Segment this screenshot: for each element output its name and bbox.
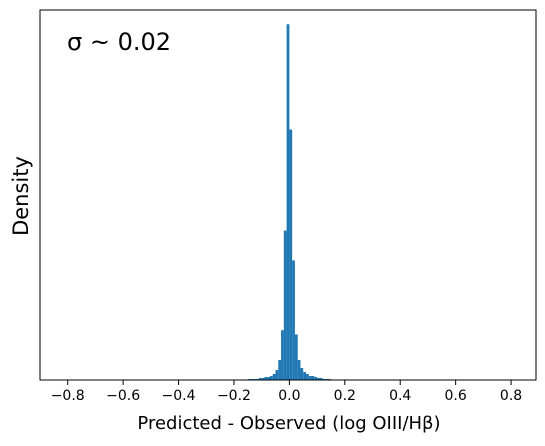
bar [275, 370, 279, 380]
bar [317, 378, 320, 380]
bar [303, 372, 307, 380]
bar [283, 230, 287, 380]
x-tick-label: 0.6 [445, 388, 467, 404]
bar [292, 260, 295, 380]
bar [297, 360, 301, 380]
bar [306, 374, 309, 380]
y-axis-label: Density [9, 156, 33, 236]
bar [319, 378, 323, 380]
bar [269, 376, 273, 380]
x-tick-label: 0.4 [389, 388, 411, 404]
bar [272, 374, 276, 380]
annotation: σ ~ 0.02 [67, 28, 171, 56]
bar [311, 376, 315, 380]
x-tick-label: −0.6 [106, 388, 140, 404]
bar [294, 334, 298, 380]
bar [261, 378, 265, 380]
bar [289, 129, 293, 380]
bar [308, 376, 312, 380]
bar [264, 377, 268, 380]
bar [281, 330, 284, 380]
bar [300, 368, 304, 380]
x-tick-label: 0.2 [334, 388, 356, 404]
bar [314, 377, 318, 380]
x-tick-label: −0.8 [51, 388, 85, 404]
x-axis-label: Predicted - Observed (log OIII/Hβ) [137, 413, 440, 434]
x-tick-label: −0.4 [162, 388, 196, 404]
plot-frame [39, 9, 537, 381]
x-tick-label: 0.0 [278, 388, 300, 404]
x-tick-label: 0.8 [500, 388, 522, 404]
x-tick-label: −0.2 [217, 388, 251, 404]
bar [267, 377, 270, 380]
bar [258, 378, 262, 380]
bar [286, 24, 290, 380]
bar [278, 360, 282, 380]
